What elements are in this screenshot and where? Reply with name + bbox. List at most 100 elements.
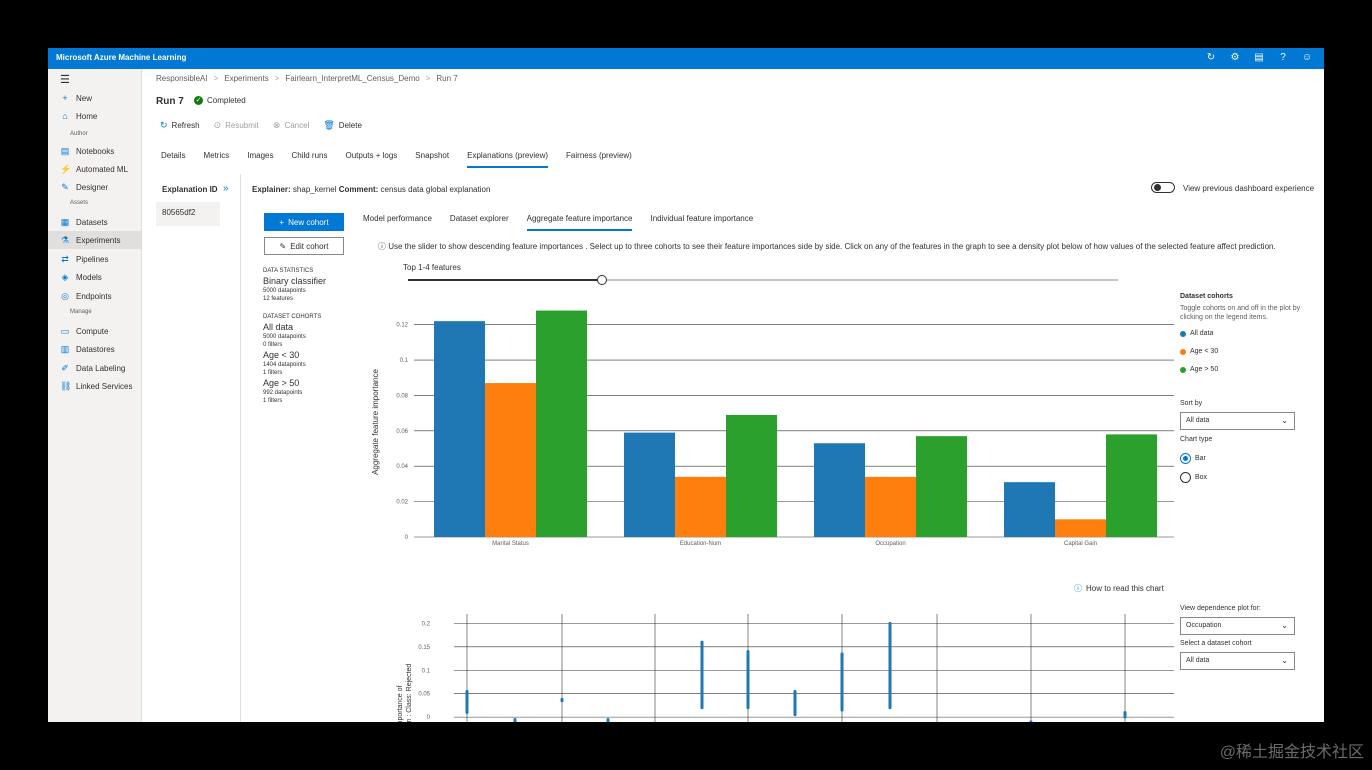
how-to-read-link[interactable]: ⓘ How to read this chart [1074, 583, 1164, 594]
cohort-item[interactable]: All data 5000 datapoints 0 filters [263, 321, 326, 349]
sidebar-item-models[interactable]: ◈ Models [48, 268, 142, 286]
bar[interactable] [485, 383, 536, 537]
sidebar-item-label: Home [76, 111, 98, 121]
feedback-icon[interactable]: ▤ [1254, 52, 1264, 63]
tab-fairness-preview-[interactable]: Fairness (preview) [566, 151, 632, 160]
legend-swatch [1180, 366, 1186, 373]
gear-icon[interactable]: ⚙ [1230, 52, 1240, 63]
sort-by-dropdown[interactable]: All data ⌄ [1180, 412, 1295, 430]
sidebar-item-notebooks[interactable]: ▤ Notebooks [48, 142, 142, 160]
tab-outputs-logs[interactable]: Outputs + logs [345, 151, 398, 160]
cancel-button[interactable]: ⊗ Cancel [273, 120, 309, 131]
sidebar-item-endpoints[interactable]: ◎ Endpoints [48, 287, 142, 305]
sidebar-icon: ⇄ [61, 254, 69, 264]
x-tick-label[interactable]: Marital Status [492, 541, 529, 547]
app-frame: Microsoft Azure Machine Learning ↻ ⚙ ▤? ☺ ☰… [48, 48, 1324, 722]
sidebar-item-new[interactable]: + New [48, 89, 142, 107]
explanation-id-value: 80565df2 [162, 208, 196, 217]
bar[interactable] [865, 476, 916, 537]
sidebar-icon: ▥ [60, 344, 70, 354]
chevron-double-right-icon[interactable]: » [223, 183, 229, 194]
bar[interactable] [814, 443, 865, 537]
subtab-aggregate-feature-importance[interactable]: Aggregate feature importance [526, 214, 633, 231]
history-icon[interactable]: ↻ [1206, 52, 1216, 63]
tab-metrics[interactable]: Metrics [203, 151, 230, 160]
sidebar-item-pipelines[interactable]: ⇄ Pipelines [48, 250, 142, 268]
legend-item[interactable]: Age > 50 [1180, 366, 1305, 373]
subtab-individual-feature-importance[interactable]: Individual feature importance [650, 214, 754, 223]
tab-snapshot[interactable]: Snapshot [415, 151, 450, 160]
feature-count-slider[interactable] [408, 275, 1118, 285]
sidebar-item-designer[interactable]: ✎ Designer [48, 178, 142, 196]
breadcrumb-item[interactable]: ResponsibleAI [156, 74, 208, 83]
bar[interactable] [536, 310, 587, 537]
aggregate-importance-chart: 0 0.02 0.04 0.06 0.08 0.1 0.12 Aggregate featur… [371, 310, 1174, 547]
smiley-icon[interactable]: ☺ [1301, 52, 1313, 63]
legend-swatch [1180, 348, 1186, 355]
bar[interactable] [434, 321, 485, 537]
delete-label: Delete [338, 121, 362, 130]
sidebar-item-linked-services[interactable]: ⛓ Linked Services [48, 377, 142, 395]
subtab-dataset-explorer[interactable]: Dataset explorer [449, 214, 509, 223]
slider-fill [408, 279, 602, 281]
chart-type-label: Chart type [1180, 436, 1213, 443]
tab-images[interactable]: Images [247, 151, 274, 160]
divider [240, 174, 241, 722]
edit-cohort-button[interactable]: ✎ Edit cohort [264, 237, 344, 255]
select-cohort-label: Select a dataset cohort [1180, 640, 1252, 647]
chart-type-box-radio[interactable]: Box [1180, 472, 1207, 483]
sidebar-item-datasets[interactable]: ▦ Datasets [48, 213, 142, 231]
chevron-right-icon: > [274, 74, 280, 83]
tab-details[interactable]: Details [161, 151, 186, 160]
sidebar-item-home[interactable]: ⌂ Home [48, 107, 142, 125]
y-tick-label: 0 [405, 535, 409, 541]
sidebar-item-data-labeling[interactable]: ✐ Data Labeling [48, 359, 142, 377]
sidebar-item-automated-ml[interactable]: ⚡ Automated ML [48, 160, 142, 178]
sidebar-item-label: Designer [76, 182, 109, 192]
chart-type-bar-radio[interactable]: Bar [1180, 453, 1207, 464]
dependence-feature-dropdown[interactable]: Occupation ⌄ [1180, 617, 1295, 635]
help-icon[interactable]: ? [1280, 52, 1286, 63]
y-tick-label: 0.1 [400, 358, 409, 364]
previous-dashboard-toggle[interactable] [1151, 182, 1175, 193]
legend-item[interactable]: All data [1180, 330, 1305, 337]
sidebar-item-label: Automated ML [76, 164, 129, 174]
cohort-item[interactable]: Age < 30 1404 datapoints 1 filters [263, 349, 326, 377]
bar[interactable] [916, 436, 967, 537]
bar[interactable] [1055, 519, 1106, 537]
delete-button[interactable]: 🗑 Delete [323, 120, 362, 131]
breadcrumb-item[interactable]: Fairlearn_InterpretML_Census_Demo [285, 74, 420, 83]
sidebar-icon: ⚡ [60, 164, 72, 174]
subtab-model-performance[interactable]: Model performance [363, 214, 432, 223]
tab-child-runs[interactable]: Child runs [291, 151, 328, 160]
bar[interactable] [726, 414, 777, 537]
hamburger-icon[interactable]: ☰ [60, 74, 70, 86]
cohort-item[interactable]: Age > 50 992 datapoints 1 filters [263, 377, 326, 405]
refresh-button[interactable]: ↻ Refresh [160, 120, 200, 131]
bar[interactable] [624, 432, 675, 537]
tab-explanations-preview-[interactable]: Explanations (preview) [467, 151, 549, 168]
breadcrumb-item[interactable]: Experiments [224, 74, 269, 83]
explanation-id-item[interactable]: 80565df2 [156, 202, 220, 226]
x-tick-label[interactable]: Education-Num [680, 541, 721, 547]
dataset-cohorts-heading: DATASET COHORTS [263, 314, 322, 320]
bar[interactable] [675, 476, 726, 537]
sidebar-item-compute[interactable]: ▭ Compute [48, 322, 142, 340]
x-tick-label[interactable]: Occupation [875, 541, 905, 547]
legend-item[interactable]: Age < 30 [1180, 348, 1305, 355]
sidebar-item-experiments[interactable]: ⚗ Experiments [48, 231, 142, 249]
bar[interactable] [1106, 434, 1157, 537]
resubmit-icon: ⊙ [213, 120, 222, 130]
new-cohort-button[interactable]: + New cohort [264, 213, 344, 231]
sidebar-item-label: Notebooks [76, 146, 115, 156]
select-cohort-dropdown[interactable]: All data ⌄ [1180, 652, 1295, 670]
sidebar-item-datastores[interactable]: ▥ Datastores [48, 340, 142, 358]
sidebar-item-label: Pipelines [76, 254, 109, 264]
refresh-icon: ↻ [160, 120, 168, 130]
cohort-filters: 0 filters [263, 342, 283, 348]
resubmit-button[interactable]: ⊙ Resubmit [214, 120, 259, 131]
bar[interactable] [1004, 482, 1055, 537]
x-tick-label[interactable]: Capital Gain [1064, 541, 1097, 547]
slider-thumb[interactable] [596, 275, 607, 285]
